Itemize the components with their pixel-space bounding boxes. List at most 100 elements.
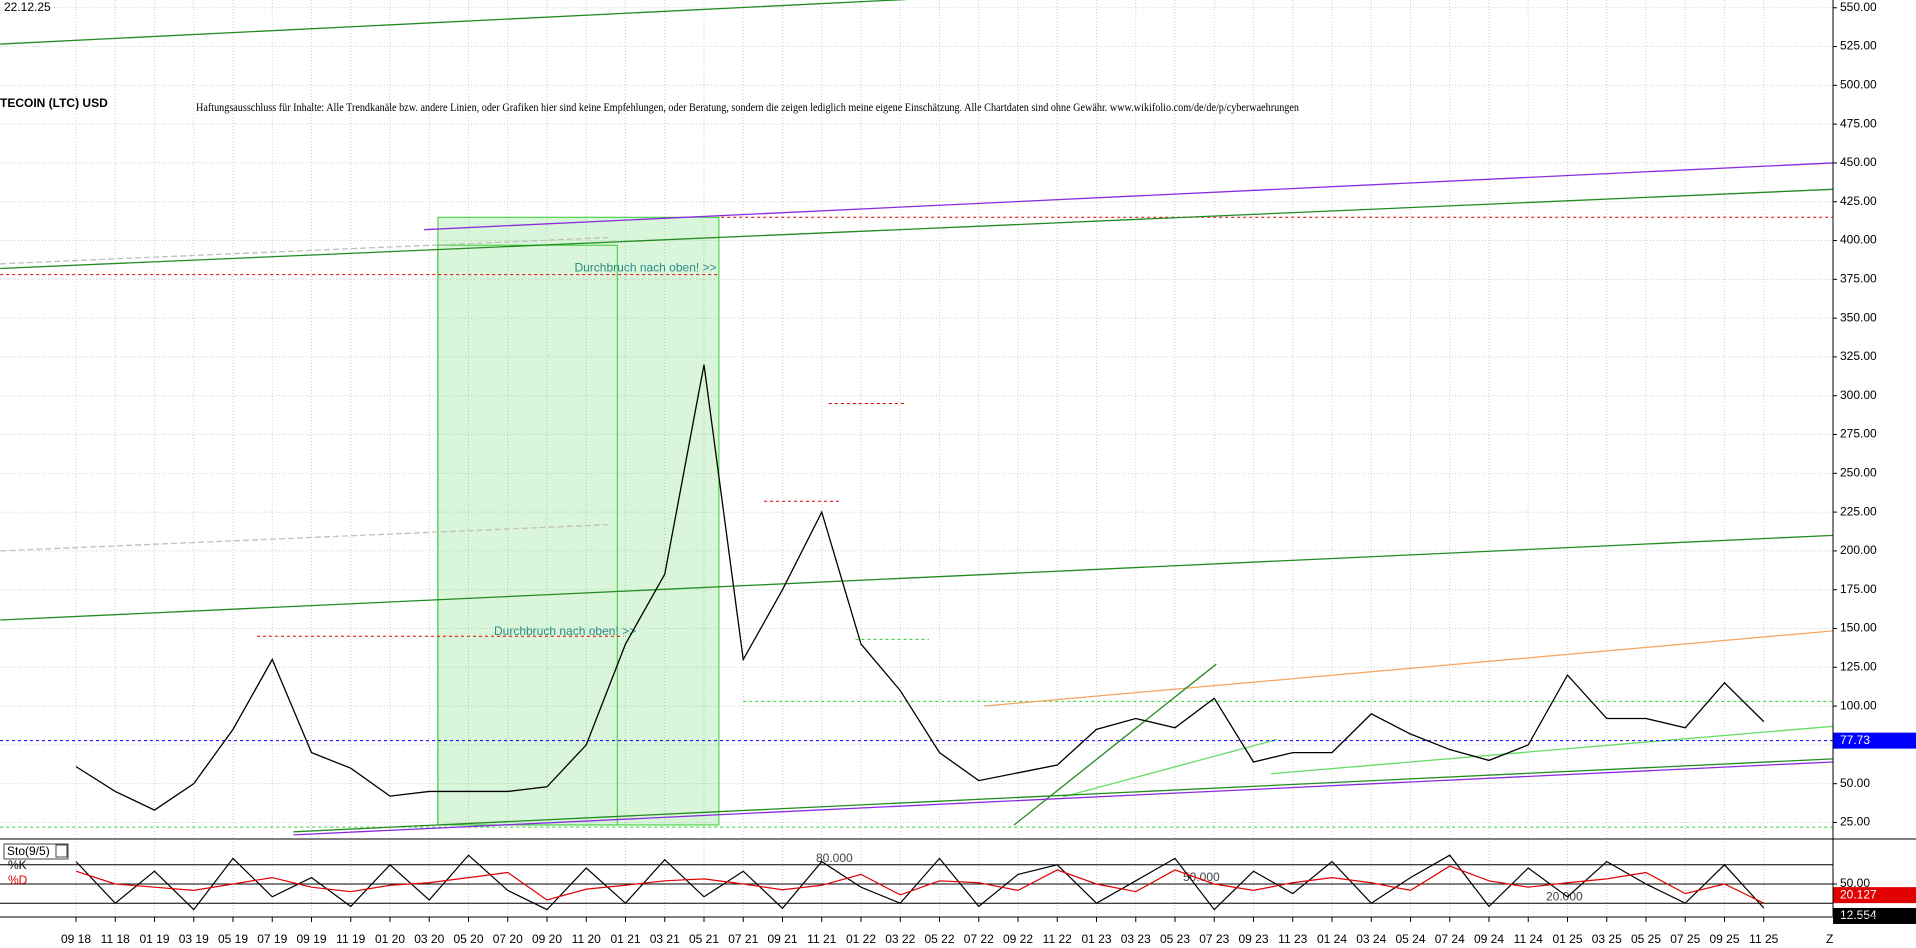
y-tick-label: 550.00 bbox=[1840, 0, 1877, 14]
y-tick-label: 425.00 bbox=[1840, 194, 1877, 208]
y-tick-label: 500.00 bbox=[1840, 78, 1877, 92]
x-tick-label: 01 21 bbox=[610, 932, 640, 946]
level-label: 20.000 bbox=[1546, 889, 1583, 903]
stochastic-line bbox=[75, 854, 1765, 911]
x-tick-label: 07 20 bbox=[493, 932, 523, 946]
level-label: 80.000 bbox=[816, 851, 853, 865]
x-tick-label: 01 20 bbox=[375, 932, 405, 946]
annotation: Durchbruch nach oben! >> bbox=[574, 261, 716, 275]
x-tick-label: 09 23 bbox=[1238, 932, 1268, 946]
stochastic-panel: 80.000 50.000 20.000 bbox=[0, 842, 1833, 916]
x-tick-label: 03 24 bbox=[1356, 932, 1386, 946]
y-tick-label: 300.00 bbox=[1840, 388, 1877, 402]
y-tick-label: 325.00 bbox=[1840, 349, 1877, 363]
x-tick-label: 01 24 bbox=[1317, 932, 1347, 946]
x-tick-label: 01 19 bbox=[139, 932, 169, 946]
y-tick-label: 125.00 bbox=[1840, 659, 1877, 673]
x-tick-label: 05 25 bbox=[1631, 932, 1661, 946]
trendline bbox=[0, 523, 612, 552]
x-tick-label: 09 21 bbox=[767, 932, 797, 946]
x-tick-label: 03 20 bbox=[414, 932, 444, 946]
level-label: 50.000 bbox=[1183, 870, 1220, 884]
last-price-box bbox=[1833, 732, 1916, 749]
x-tick-label: 05 20 bbox=[453, 932, 483, 946]
x-tick-label: 09 25 bbox=[1709, 932, 1739, 946]
x-tick-label: 07 23 bbox=[1199, 932, 1229, 946]
annotation: Durchbruch nach oben! >> bbox=[494, 624, 636, 638]
x-tick-label: 07 19 bbox=[257, 932, 287, 946]
x-tick-label: 09 18 bbox=[61, 932, 91, 946]
x-tick-label: 07 22 bbox=[964, 932, 994, 946]
last-value-label: 20.127 bbox=[1840, 887, 1877, 901]
x-tick-label: 11 20 bbox=[572, 932, 601, 946]
trendline bbox=[1013, 663, 1217, 826]
x-tick-label: 07 24 bbox=[1435, 932, 1465, 946]
x-tick-label: 07 21 bbox=[728, 932, 758, 946]
x-tick-label: 01 25 bbox=[1552, 932, 1582, 946]
x-tick-label: 09 22 bbox=[1003, 932, 1033, 946]
y-tick-label: 150.00 bbox=[1840, 621, 1877, 635]
x-tick-label: 03 21 bbox=[650, 932, 680, 946]
trendline bbox=[0, 534, 1833, 621]
x-tick-label: 03 25 bbox=[1592, 932, 1622, 946]
last-value-label: 12.554 bbox=[1840, 908, 1877, 922]
last-value-box bbox=[1833, 887, 1916, 904]
y-tick-label: 475.00 bbox=[1840, 116, 1877, 130]
indicator-box bbox=[3, 843, 69, 860]
trendline bbox=[983, 630, 1833, 707]
x-tick-label: 05 22 bbox=[924, 932, 954, 946]
chart-title: TECOIN (LTC) USD bbox=[0, 96, 108, 110]
last-price-label: 77.73 bbox=[1840, 733, 1870, 747]
indicator-title: Sto(9/5) bbox=[7, 844, 50, 858]
y-tick-label: 525.00 bbox=[1840, 39, 1877, 53]
trendline bbox=[424, 162, 1833, 231]
x-tick-label: 11 24 bbox=[1514, 932, 1543, 946]
trendline bbox=[0, 0, 909, 45]
y-tick-label: 400.00 bbox=[1840, 233, 1877, 247]
y-tick-label: 275.00 bbox=[1840, 427, 1877, 441]
x-tick-label: 01 22 bbox=[846, 932, 876, 946]
trendline bbox=[0, 188, 1833, 270]
legend-entry: %K bbox=[8, 858, 27, 872]
x-tick-label: 01 23 bbox=[1081, 932, 1111, 946]
x-tick-label: 03 23 bbox=[1121, 932, 1151, 946]
y-tick-label: 350.00 bbox=[1840, 310, 1877, 324]
x-tick-label: 11 22 bbox=[1043, 932, 1072, 946]
x-tick-label: 11 23 bbox=[1278, 932, 1307, 946]
x-tick-label: 05 21 bbox=[689, 932, 719, 946]
corner-label: Z bbox=[1826, 932, 1833, 946]
x-tick-label: 03 22 bbox=[885, 932, 915, 946]
x-tick-label: 03 19 bbox=[179, 932, 209, 946]
y-tick-label: 200.00 bbox=[1840, 543, 1877, 557]
trendline bbox=[1062, 738, 1278, 798]
x-tick-label: 05 19 bbox=[218, 932, 248, 946]
price-panel: Durchbruch nach oben! >> Durchbruch nach … bbox=[0, 0, 1833, 838]
y-tick-label: 175.00 bbox=[1840, 582, 1877, 596]
highlight-box bbox=[437, 216, 720, 826]
stochastic-line bbox=[75, 865, 1765, 904]
price-line bbox=[75, 364, 1765, 811]
y-tick-label: 225.00 bbox=[1840, 504, 1877, 518]
y-tick-label: 50.00 bbox=[1840, 776, 1870, 790]
y-tick-label: 100.00 bbox=[1840, 698, 1877, 712]
legend-entry: %D bbox=[8, 873, 28, 887]
disclaimer: Haftungsausschluss für Inhalte: Alle Tre… bbox=[196, 100, 1299, 114]
y-tick-label: 25.00 bbox=[1840, 815, 1870, 829]
y-tick-label: 50.00 bbox=[1840, 876, 1870, 890]
date-label: 22.12.25 bbox=[4, 0, 51, 14]
x-tick-label: 11 21 bbox=[807, 932, 836, 946]
y-tick-label: 250.00 bbox=[1840, 465, 1877, 479]
overlay: 25.0050.0075.00100.00125.00150.00175.002… bbox=[8, 0, 1916, 946]
add-button[interactable] bbox=[55, 844, 68, 858]
trendline bbox=[293, 761, 1833, 836]
y-tick-label: 375.00 bbox=[1840, 272, 1877, 286]
x-tick-label: 09 20 bbox=[532, 932, 562, 946]
x-tick-label: 07 25 bbox=[1670, 932, 1700, 946]
x-tick-label: 11 19 bbox=[336, 932, 365, 946]
y-tick-label: 450.00 bbox=[1840, 155, 1877, 169]
x-tick-label: 11 18 bbox=[101, 932, 130, 946]
trendline bbox=[0, 236, 612, 265]
x-tick-label: 05 23 bbox=[1160, 932, 1190, 946]
